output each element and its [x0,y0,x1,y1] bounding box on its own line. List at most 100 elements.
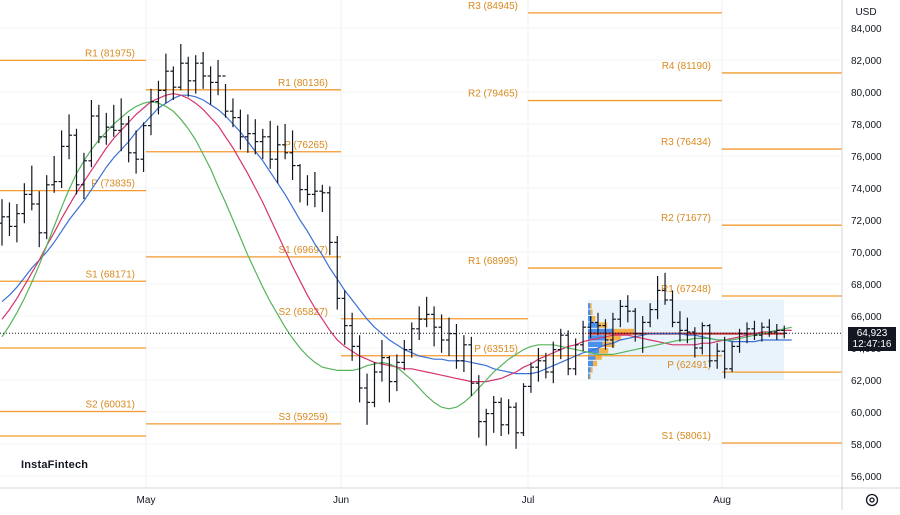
volume-bin-up [588,360,594,367]
volume-bin-down [590,367,593,373]
y-tick-label: 72,000 [851,216,882,227]
ohlc-bar [155,80,162,115]
volume-bin-down [593,360,598,367]
volume-bin-down [589,373,591,379]
volume-bin-up [588,373,590,379]
ohlc-bar [0,199,5,246]
ohlc-bar [460,335,467,372]
ohlc-bar [520,383,527,436]
ohlc-bar [371,362,378,408]
ohlc-bar [483,408,490,446]
settings-gear-icon[interactable] [864,492,880,508]
ohlc-bar [773,324,780,340]
ohlc-bar [378,340,385,382]
ohlc-bar [43,175,50,240]
ohlc-bar [13,204,20,243]
ohlc-bar [468,336,475,396]
ohlc-bar [162,53,169,104]
ohlc-bar [647,303,654,328]
y-tick-label: 56,000 [851,472,882,483]
current-price-tag: 64,923 12:47:16 [848,327,896,351]
y-tick-label: 66,000 [851,312,882,323]
ohlc-bar [691,327,698,358]
pivot-label: S1 (69697) [279,245,328,256]
volume-bin-up [588,354,596,360]
ohlc-bar [662,272,669,305]
ohlc-bar [609,312,616,348]
currency-selector[interactable]: USD [846,3,886,21]
ohlc-bar [304,175,311,206]
ohlc-bar [423,296,430,328]
ohlc-bar [140,122,147,172]
ohlc-bar [252,119,259,155]
y-tick-label: 82,000 [851,56,882,67]
ohlc-bar [58,130,65,188]
ohlc-bar [595,312,601,336]
y-tick-label: 68,000 [851,280,882,291]
y-tick-label: 58,000 [851,440,882,451]
pivot-label: R1 (67248) [661,284,711,295]
pivot-label: S3 (59259) [279,412,328,423]
volume-bin-up [588,348,600,354]
x-tick-label: Jun [333,495,349,506]
ohlc-bar [565,330,572,376]
volume-bin-up [588,335,607,341]
ohlc-bar [267,120,274,169]
pivot-label: S1 (58061) [662,431,711,442]
ohlc-bar [282,124,289,160]
ohlc-bar [259,128,266,160]
ohlc-bar [587,316,594,339]
y-tick-label: 74,000 [851,184,882,195]
ohlc-bar [66,114,73,160]
ohlc-bar [200,52,207,89]
ohlc-bar [133,130,140,174]
ohlc-bar [527,362,534,393]
ohlc-bar [557,328,564,360]
pivot-label: S2 (60031) [86,400,135,411]
ohlc-bar [654,276,661,320]
ohlc-bar [416,306,423,340]
y-tick-label: 60,000 [851,408,882,419]
ohlc-bar [103,112,110,145]
volume-bin-down [599,348,609,354]
ohlc-bar [550,341,557,384]
ohlc-bar [125,116,132,163]
pivot-label: R4 (81190) [662,61,711,72]
ohlc-bar [453,324,460,369]
ohlc-bar [244,114,251,153]
ohlc-bar [498,397,505,436]
ohlc-bar [729,341,736,372]
ohlc-bar [207,66,214,105]
bar-countdown: 12:47:16 [852,339,892,350]
ohlc-bar [36,191,43,248]
volume-bin-up [588,341,603,347]
ohlc-bar [95,104,102,144]
currency-label: USD [855,6,877,18]
ohlc-bar [490,396,497,433]
ohlc-bar [88,100,95,168]
ohlc-bar [721,336,728,379]
pivot-label: S1 (68171) [86,269,135,280]
ohlc-bar [170,66,177,100]
ohlc-bar [349,312,356,361]
x-tick-label: Aug [713,495,731,506]
ohlc-bar [110,104,117,137]
ohlc-bar [475,375,482,438]
ohlc-bar [356,335,363,403]
pivot-label: R2 (79465) [468,89,518,100]
ohlc-bar [326,186,333,256]
volume-bin-up [588,367,591,373]
ohlc-bar [513,402,520,449]
ohlc-bar [118,98,125,152]
ohlc-bar [237,109,244,150]
volume-bin-down [613,328,634,335]
volume-bin-up [588,309,591,315]
volume-bin-up [588,328,614,335]
y-tick-label: 76,000 [851,152,882,163]
y-tick-label: 84,000 [851,24,882,35]
ohlc-bar [699,322,706,355]
grid [0,0,842,488]
ohlc-bar [28,165,35,211]
